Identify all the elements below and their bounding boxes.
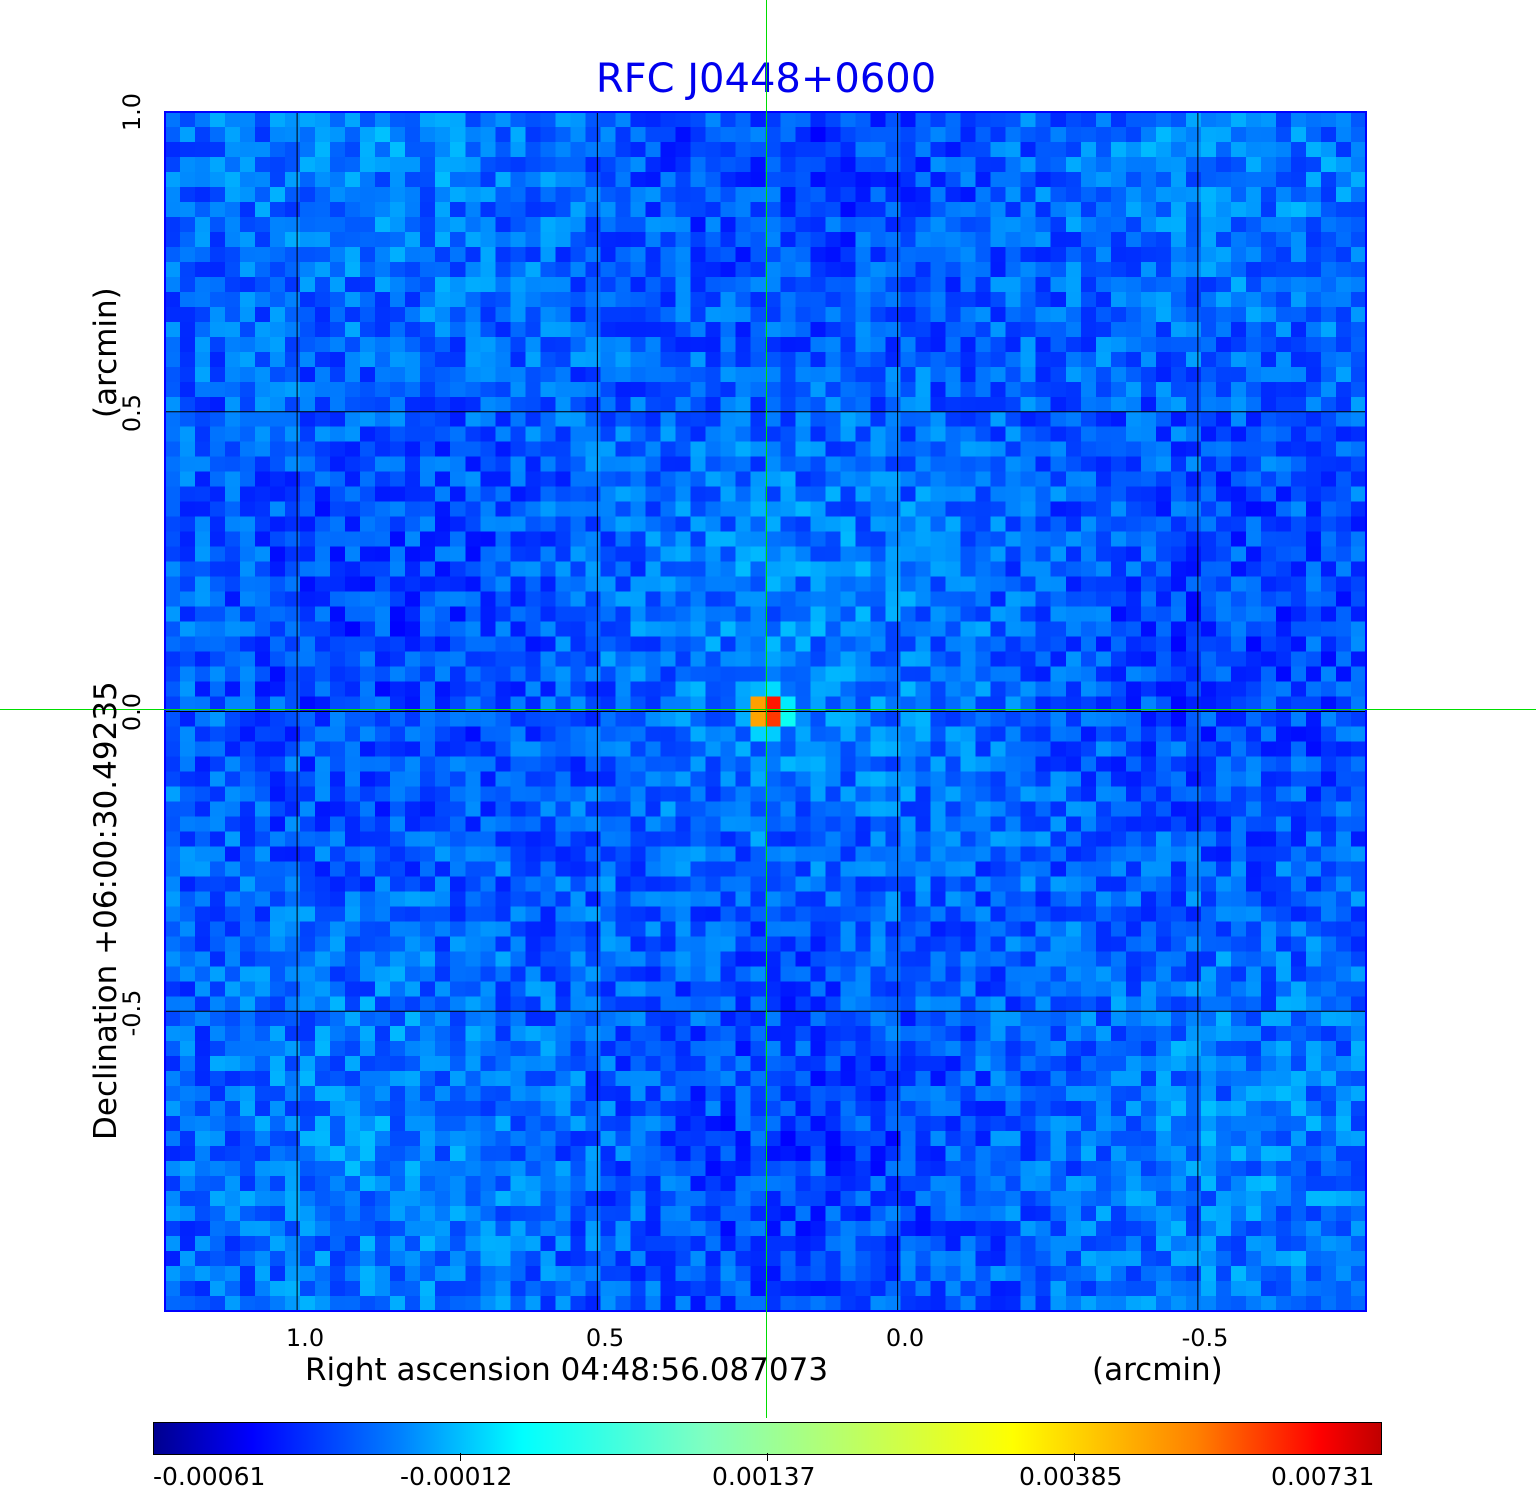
- x-axis-label: Right ascension 04:48:56.087073: [305, 1352, 829, 1388]
- colorbar-tick-label: 0.00385: [1019, 1462, 1123, 1491]
- crosshair-horizontal: [0, 709, 1536, 710]
- colorbar: [153, 1422, 1382, 1455]
- colorbar-tick: [767, 1453, 768, 1461]
- y-axis-unit: (arcmin): [88, 287, 124, 418]
- x-tick-label: 0.0: [885, 1324, 925, 1352]
- chart-title: RFC J0448+0600: [595, 56, 937, 102]
- colorbar-tick: [460, 1453, 461, 1461]
- x-axis-unit: (arcmin): [1092, 1352, 1223, 1388]
- x-tick-label: 0.5: [585, 1324, 625, 1352]
- colorbar-tick-label: -0.00061: [153, 1462, 266, 1491]
- x-tick-label: -0.5: [1181, 1324, 1229, 1352]
- colorbar-tick-label: 0.00731: [1271, 1462, 1375, 1491]
- colorbar-tick-label: -0.00012: [400, 1462, 513, 1491]
- colorbar-tick: [1074, 1453, 1075, 1461]
- plot-frame: [164, 111, 1367, 1312]
- x-tick-label: 1.0: [285, 1324, 325, 1352]
- colorbar-tick-label: 0.00137: [712, 1462, 816, 1491]
- y-axis-label: Declination +06:00:30.49235: [88, 681, 124, 1140]
- grid-overlay: [165, 112, 1366, 1311]
- y-tick-label: 1.0: [118, 92, 146, 132]
